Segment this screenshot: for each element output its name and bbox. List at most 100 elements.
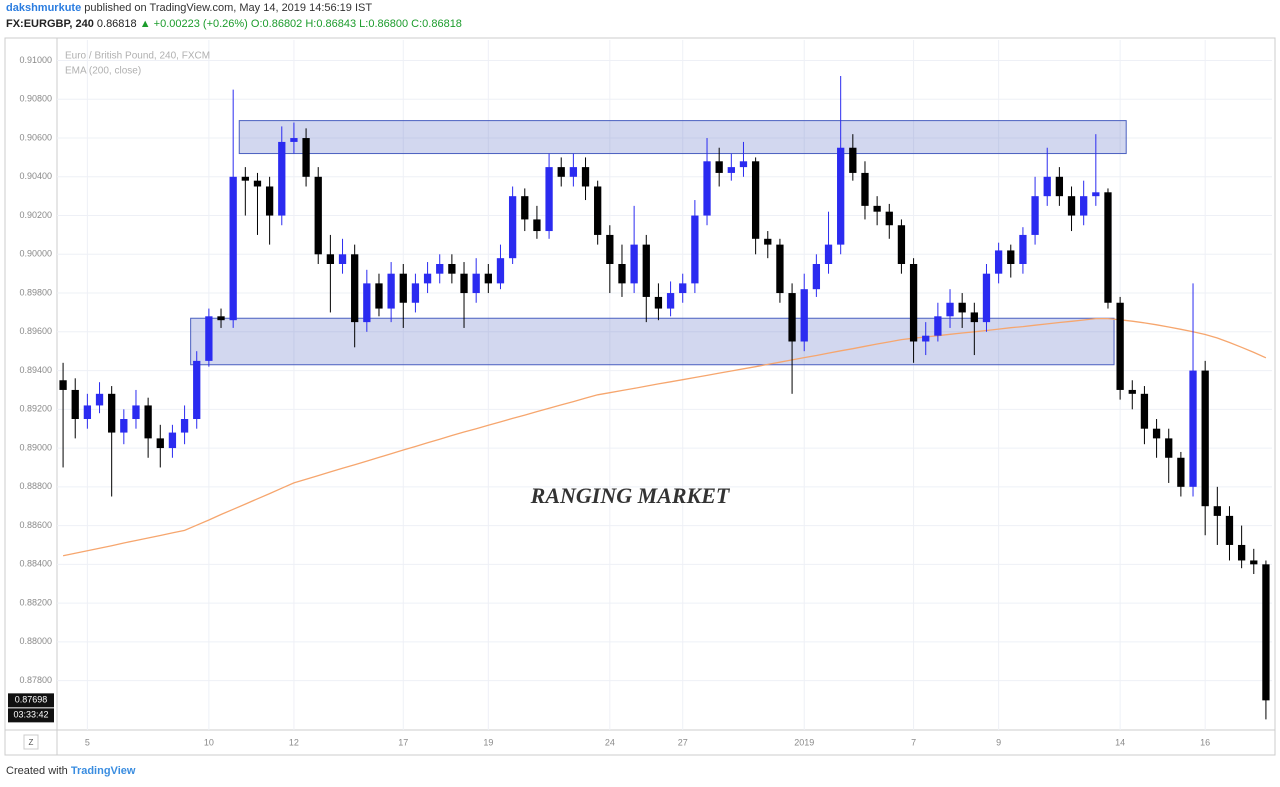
price-tag-label: 0.87698 bbox=[15, 695, 48, 705]
candle-body bbox=[751, 161, 760, 239]
candle-body bbox=[387, 273, 395, 309]
candle-body bbox=[290, 138, 298, 142]
published: published on TradingView.com, May 14, 20… bbox=[84, 2, 373, 14]
candle-body bbox=[958, 302, 966, 313]
x-tick-label: 16 bbox=[1200, 737, 1210, 747]
y-tick-label: 0.88600 bbox=[19, 520, 52, 530]
candle-body bbox=[508, 196, 517, 259]
y-tick-label: 0.89800 bbox=[19, 287, 52, 297]
countdown-label: 03:33:42 bbox=[13, 710, 48, 720]
candle-body bbox=[265, 186, 274, 216]
candle-body bbox=[375, 283, 383, 309]
y-tick-label: 0.88200 bbox=[19, 597, 52, 607]
candle-body bbox=[982, 273, 991, 323]
candle-body bbox=[253, 180, 262, 187]
candle-body bbox=[812, 263, 821, 290]
candle-body bbox=[618, 263, 626, 284]
brand[interactable]: TradingView bbox=[70, 765, 136, 777]
candle-body bbox=[630, 244, 638, 284]
candle-body bbox=[922, 335, 930, 342]
candle-body bbox=[436, 263, 444, 274]
y-tick-label: 0.87800 bbox=[19, 675, 52, 685]
candle-body bbox=[715, 161, 723, 173]
candle-body bbox=[994, 250, 1003, 274]
candle-body bbox=[71, 389, 79, 420]
candle-body bbox=[557, 167, 565, 177]
legend-ema: EMA (200, close) bbox=[65, 66, 141, 77]
candle-body bbox=[193, 360, 201, 420]
candle-body bbox=[654, 296, 663, 309]
candle-body bbox=[448, 263, 456, 274]
candle-body bbox=[776, 244, 784, 294]
candle-body bbox=[703, 161, 711, 216]
publisher[interactable]: dakshmurkute bbox=[6, 2, 82, 14]
candle-body bbox=[1165, 438, 1173, 458]
y-tick-label: 0.88000 bbox=[19, 636, 52, 646]
candle-body bbox=[1140, 393, 1149, 429]
candle-body bbox=[1262, 564, 1270, 701]
candle-body bbox=[1116, 302, 1124, 390]
candle-body bbox=[666, 293, 675, 309]
candle-body bbox=[180, 419, 189, 433]
candle-body bbox=[217, 316, 225, 321]
candle-body bbox=[338, 254, 347, 264]
candle-body bbox=[423, 273, 432, 284]
candle-body bbox=[399, 273, 407, 303]
candle-body bbox=[909, 263, 918, 342]
last: 0.86818 bbox=[96, 18, 137, 30]
candle-body bbox=[1080, 196, 1088, 216]
candle-body bbox=[472, 273, 480, 294]
labels: 0.91000 0.90800 0.90600 0.90400 0.90200 0.900… bbox=[8, 55, 1210, 747]
candle-body bbox=[1152, 428, 1161, 439]
candle-body bbox=[1031, 196, 1039, 235]
candle-body bbox=[764, 238, 772, 245]
candle-body bbox=[120, 419, 128, 433]
candle-body bbox=[594, 186, 602, 235]
candle-body bbox=[156, 438, 164, 449]
candle-body bbox=[1189, 370, 1197, 487]
symbol: FX:EURGBP, 240 bbox=[6, 18, 94, 30]
candle-body bbox=[545, 167, 553, 232]
ohlc: O:0.86802 H:0.86843 L:0.86800 C:0.86818 bbox=[250, 18, 462, 30]
candle-body bbox=[83, 405, 92, 420]
annotation: RANGING MARKET bbox=[530, 483, 731, 508]
candle-body bbox=[533, 219, 541, 232]
candle-body bbox=[1237, 544, 1246, 561]
candle-body bbox=[1104, 192, 1112, 303]
candle-body bbox=[788, 293, 796, 342]
countdown-tag bbox=[8, 708, 54, 723]
x-tick-label: 7 bbox=[911, 737, 916, 747]
y-tick-label: 0.90400 bbox=[19, 171, 52, 181]
candle-body bbox=[411, 283, 420, 303]
candle-body bbox=[1225, 515, 1234, 545]
change: ▲ +0.00223 (+0.26%) bbox=[139, 18, 248, 30]
candle-body bbox=[1250, 560, 1258, 565]
candle-body bbox=[1201, 370, 1209, 507]
candle-body bbox=[824, 244, 833, 264]
x-tick-label: 17 bbox=[398, 737, 408, 747]
y-tick-label: 0.90200 bbox=[19, 210, 52, 220]
x-tick-label: 5 bbox=[85, 737, 90, 747]
y-tick-label: 0.89000 bbox=[19, 442, 52, 452]
candle-body bbox=[314, 176, 322, 255]
candle-body bbox=[934, 316, 942, 336]
candle-body bbox=[1019, 234, 1027, 264]
created-with: Created with bbox=[6, 765, 68, 777]
candle-body bbox=[679, 283, 687, 294]
candle-body bbox=[132, 405, 140, 420]
candle-body bbox=[885, 211, 893, 226]
zones bbox=[190, 120, 1127, 366]
candle-body bbox=[897, 225, 906, 264]
y-tick-label: 0.89400 bbox=[19, 365, 52, 375]
candle-body bbox=[229, 176, 237, 321]
candle-body bbox=[351, 254, 359, 323]
price-tag bbox=[8, 693, 54, 708]
candle-body bbox=[800, 289, 808, 342]
candle-body bbox=[1007, 250, 1015, 264]
ema-line bbox=[62, 317, 1267, 557]
zoom-button[interactable] bbox=[23, 734, 39, 750]
x-tick-label: 2019 bbox=[794, 737, 814, 747]
y-tick-label: 0.88800 bbox=[19, 481, 52, 491]
y-tick-label: 0.90800 bbox=[19, 94, 52, 104]
